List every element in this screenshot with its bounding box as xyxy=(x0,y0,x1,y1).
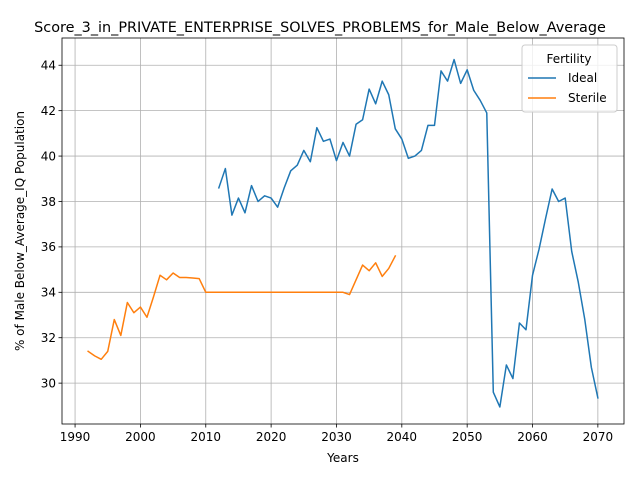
x-axis: 1990 2000 2010 2020 2030 2040 2050 2060 2070 xyxy=(60,424,613,444)
y-tick-label: 30 xyxy=(41,376,56,390)
legend: Fertility Ideal Sterile xyxy=(521,44,618,113)
y-tick-label: 32 xyxy=(41,331,56,345)
series-line-sterile xyxy=(87,254,397,361)
x-tick-label: 2020 xyxy=(256,430,287,444)
x-tick-label: 1990 xyxy=(60,430,91,444)
legend-box xyxy=(521,44,618,113)
x-tick-label: 2010 xyxy=(190,430,221,444)
x-tick-label: 2040 xyxy=(387,430,418,444)
x-tick-label: 2060 xyxy=(517,430,548,444)
x-axis-label: Years xyxy=(326,451,359,465)
y-axis-label: % of Male Below_Average_IQ Population xyxy=(13,111,27,351)
y-tick-label: 34 xyxy=(41,286,56,300)
legend-title: Fertility xyxy=(546,52,591,66)
chart-title: Score_3_in_PRIVATE_ENTERPRISE_SOLVES_PRO… xyxy=(34,20,606,36)
plot-frame xyxy=(61,37,625,425)
y-tick-label: 36 xyxy=(41,240,56,254)
x-tick-label: 2050 xyxy=(452,430,483,444)
legend-label-ideal: Ideal xyxy=(568,71,597,85)
y-axis: 30 32 34 36 38 40 42 44 xyxy=(41,59,62,390)
x-tick-label: 2070 xyxy=(583,430,614,444)
y-tick-label: 44 xyxy=(41,59,56,73)
x-tick-label: 2030 xyxy=(321,430,352,444)
series-group xyxy=(87,58,599,408)
y-tick-label: 42 xyxy=(41,104,56,118)
legend-label-sterile: Sterile xyxy=(568,91,607,105)
x-tick-label: 2000 xyxy=(125,430,156,444)
y-tick-label: 38 xyxy=(41,195,56,209)
series-line-ideal xyxy=(217,58,599,408)
y-tick-label: 40 xyxy=(41,149,56,163)
